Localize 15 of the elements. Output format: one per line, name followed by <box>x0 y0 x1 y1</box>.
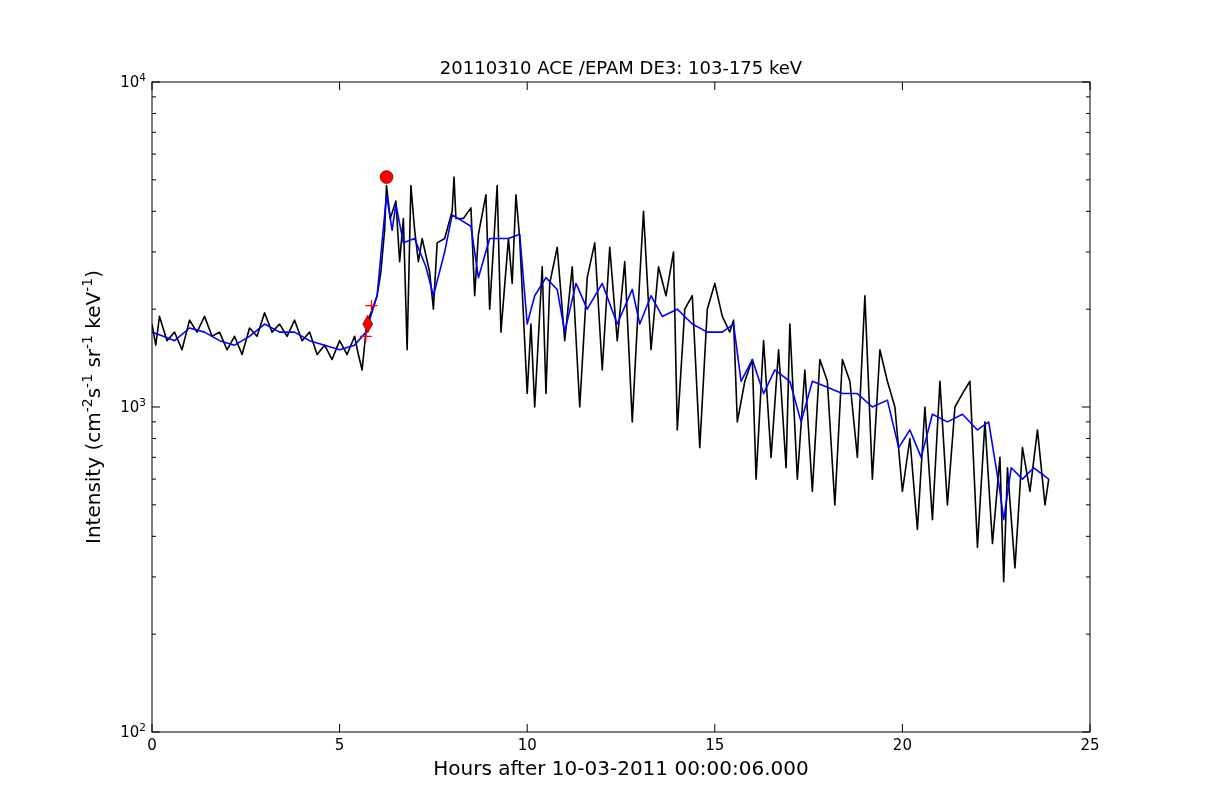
y-tick-label: 10$^{3}$ <box>120 396 146 416</box>
line-series <box>152 193 1050 521</box>
point <box>359 329 373 343</box>
x-axis-title: Hours after 10-03-2011 00:00:06.000 <box>433 756 809 780</box>
x-tick-label: 0 <box>147 736 157 754</box>
chart-title: 20110310 ACE /EPAM DE3: 103-175 keV <box>439 57 803 78</box>
y-tick-label: 10$^{2}$ <box>120 721 146 741</box>
point <box>364 299 379 313</box>
point <box>379 170 394 184</box>
x-tick-label: 10 <box>517 736 537 754</box>
x-tick-label: 15 <box>705 736 725 754</box>
x-tick-label: 5 <box>334 736 345 754</box>
x-tick-label: 20 <box>892 736 912 754</box>
y-tick-label: 10$^{4}$ <box>120 71 147 91</box>
x-tick-label: 25 <box>1080 736 1100 754</box>
